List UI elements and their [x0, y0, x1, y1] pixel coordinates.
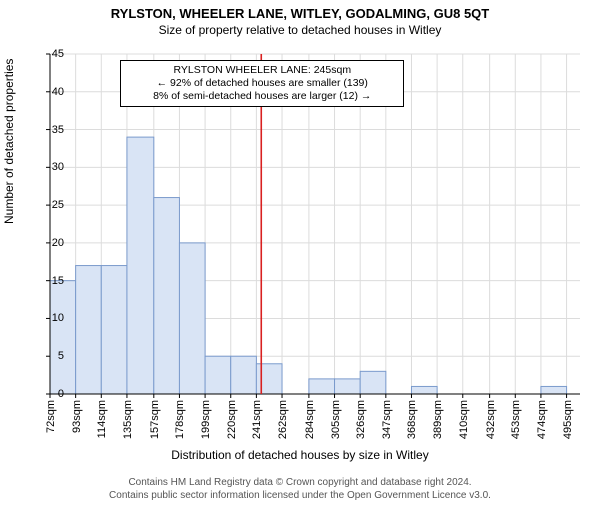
- footer-line-1: Contains HM Land Registry data © Crown c…: [0, 477, 600, 490]
- property-marker-infobox: RYLSTON WHEELER LANE: 245sqm ← 92% of de…: [120, 60, 404, 107]
- x-tick-label: 474sqm: [536, 400, 548, 439]
- y-tick-label: 5: [58, 350, 64, 362]
- chart-subtitle: Size of property relative to detached ho…: [0, 23, 600, 37]
- y-tick-label: 20: [52, 237, 64, 249]
- x-tick-label: 220sqm: [226, 400, 238, 439]
- x-tick-label: 305sqm: [330, 400, 342, 439]
- y-tick-label: 40: [52, 86, 64, 98]
- y-tick-label: 0: [58, 388, 64, 400]
- x-tick-label: 389sqm: [432, 400, 444, 439]
- x-tick-label: 241sqm: [251, 400, 263, 439]
- x-tick-label: 368sqm: [406, 400, 418, 439]
- x-tick-label: 262sqm: [277, 400, 289, 439]
- infobox-line-smaller: ← 92% of detached houses are smaller (13…: [127, 77, 397, 90]
- x-tick-label: 347sqm: [381, 400, 393, 439]
- chart-plot-area: RYLSTON WHEELER LANE: 245sqm ← 92% of de…: [50, 54, 580, 394]
- x-tick-label: 199sqm: [200, 400, 212, 439]
- x-tick-label: 326sqm: [355, 400, 367, 439]
- y-tick-label: 30: [52, 161, 64, 173]
- y-tick-label: 35: [52, 124, 64, 136]
- x-tick-label: 432sqm: [485, 400, 497, 439]
- y-axis-label: Number of detached properties: [2, 59, 16, 224]
- x-tick-label: 284sqm: [304, 400, 316, 439]
- y-tick-label: 25: [52, 199, 64, 211]
- x-tick-label: 410sqm: [458, 400, 470, 439]
- y-tick-label: 45: [52, 48, 64, 60]
- x-axis-label: Distribution of detached houses by size …: [0, 448, 600, 462]
- chart-title: RYLSTON, WHEELER LANE, WITLEY, GODALMING…: [0, 6, 600, 21]
- y-tick-label: 10: [52, 312, 64, 324]
- infobox-line-property: RYLSTON WHEELER LANE: 245sqm: [127, 64, 397, 77]
- x-tick-label: 72sqm: [45, 400, 57, 433]
- x-tick-label: 93sqm: [71, 400, 83, 433]
- x-tick-label: 178sqm: [174, 400, 186, 439]
- footer-line-2: Contains public sector information licen…: [0, 490, 600, 503]
- x-tick-label: 495sqm: [562, 400, 574, 439]
- x-tick-label: 114sqm: [96, 400, 108, 438]
- footer-attribution: Contains HM Land Registry data © Crown c…: [0, 477, 600, 502]
- infobox-line-larger: 8% of semi-detached houses are larger (1…: [127, 90, 397, 103]
- x-tick-label: 135sqm: [122, 400, 134, 439]
- x-tick-label: 157sqm: [149, 400, 161, 439]
- y-tick-label: 15: [52, 275, 64, 287]
- x-tick-label: 453sqm: [510, 400, 522, 439]
